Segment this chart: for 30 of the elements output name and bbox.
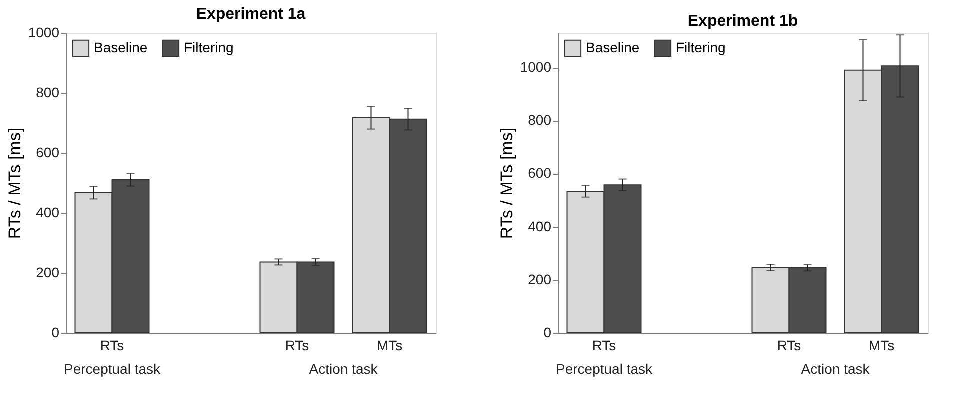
y-tick-label: 400 [528, 218, 552, 234]
y-tick-label: 0 [52, 324, 60, 340]
x-tick-label: RTs [592, 338, 616, 354]
y-tick-label: 600 [528, 165, 552, 182]
text: Perceptual task [64, 361, 162, 377]
y-tick-label: 1000 [28, 24, 60, 40]
y-tick-label: 1000 [520, 59, 552, 76]
y-tick-label: 0 [544, 324, 552, 340]
x-tick-label: RTs [285, 338, 310, 354]
legend-label: Filtering [676, 39, 726, 56]
y-tick-label: 600 [36, 144, 60, 160]
x-tick-label: MTs [376, 338, 403, 354]
y-tick-label: 800 [36, 84, 60, 100]
x-tick-label: MTs [868, 338, 895, 354]
text: Action task [309, 361, 379, 377]
y-axis-title: RTs / MTs [ms] [5, 128, 24, 240]
y-axis-title: RTs / MTs [ms] [497, 128, 516, 240]
y-tick-label: 200 [528, 271, 552, 288]
x-tick-label: RTs [100, 338, 124, 354]
legend-label: Baseline [586, 39, 640, 56]
y-tick-label: 800 [528, 112, 552, 128]
legend-label: Filtering [184, 39, 234, 56]
text: Perceptual task [556, 361, 654, 377]
chart-title: Experiment 1a [196, 6, 306, 23]
chart-title: Experiment 1b [688, 13, 798, 30]
x-tick-label: RTs [777, 338, 802, 354]
legend-label: Baseline [94, 39, 148, 56]
y-tick-label: 200 [36, 264, 60, 280]
y-tick-label: 400 [36, 204, 60, 220]
text: Action task [801, 361, 871, 377]
